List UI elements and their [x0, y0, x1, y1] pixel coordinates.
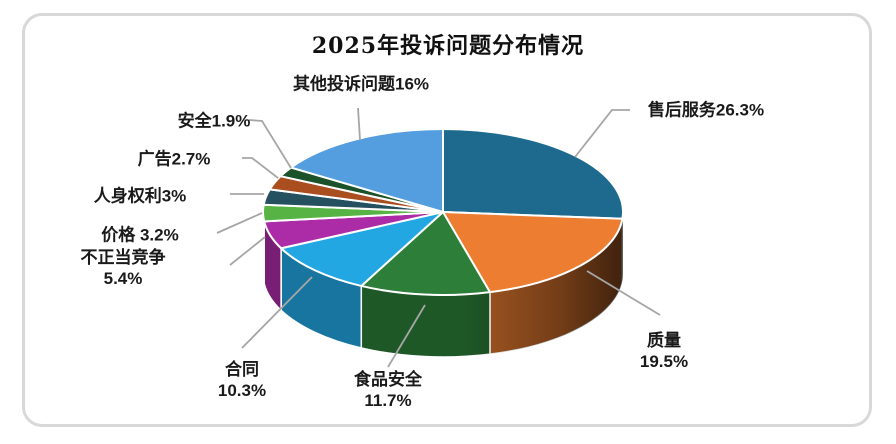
pie-slice-3 — [280, 211, 444, 287]
slice-label-1: 质量 19.5% — [639, 331, 689, 371]
pie-slice-9 — [290, 128, 444, 213]
chart-title: 2025年投诉问题分布情况 — [311, 33, 585, 59]
slice-label-0: 售后服务26.3% — [647, 100, 765, 120]
leader-line-9 — [357, 107, 361, 141]
slice-label-5: 价格 3.2% — [101, 225, 179, 245]
leader-line-5 — [216, 212, 263, 234]
slice-label-8: 安全1.9% — [177, 111, 251, 131]
slice-label-7: 广告2.7% — [137, 149, 211, 169]
leader-line-7 — [242, 157, 279, 179]
pie-slice-2 — [360, 211, 491, 296]
pie-slice-1 — [442, 211, 624, 294]
slice-label-4: 不正当竞争 5.4% — [80, 248, 166, 288]
slice-label-9: 其他投诉问题16% — [292, 74, 430, 94]
pie-slice-0 — [442, 128, 624, 220]
slice-label-6: 人身权利3% — [93, 186, 187, 206]
leader-line-4 — [229, 236, 266, 266]
pie-slice-rim-2 — [360, 285, 491, 358]
slice-label-2: 食品安全 11.7% — [354, 370, 422, 410]
leader-line-2 — [387, 304, 426, 368]
slice-label-3: 合同 10.3% — [217, 360, 267, 400]
leader-line-3 — [241, 276, 313, 349]
leader-line-0 — [574, 109, 630, 158]
leader-line-1 — [586, 270, 661, 316]
leader-line-8 — [248, 119, 292, 169]
